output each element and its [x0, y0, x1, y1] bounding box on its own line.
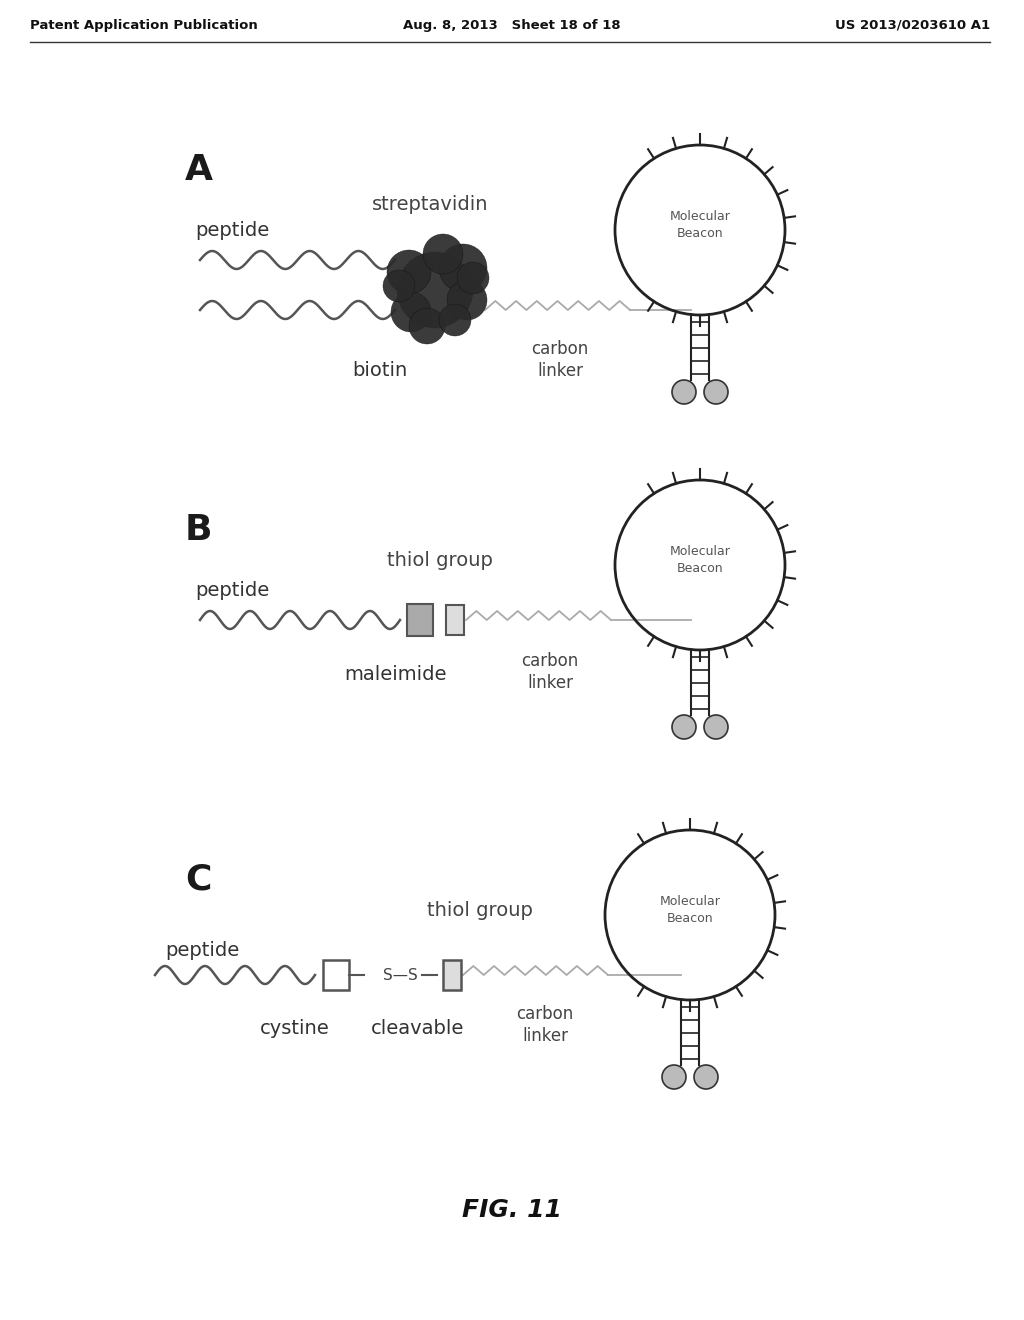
Circle shape: [439, 304, 471, 337]
Bar: [407, 605, 433, 636]
Bar: [323, 960, 349, 990]
Text: B: B: [185, 513, 213, 546]
Text: Molecular
Beacon: Molecular Beacon: [670, 210, 730, 240]
Text: carbon
linker: carbon linker: [521, 652, 579, 692]
Text: peptide: peptide: [165, 940, 240, 960]
Text: Molecular
Beacon: Molecular Beacon: [659, 895, 721, 925]
Circle shape: [672, 715, 696, 739]
Circle shape: [705, 715, 728, 739]
Text: biotin: biotin: [352, 360, 408, 380]
Circle shape: [387, 249, 431, 294]
Text: S—S: S—S: [383, 968, 418, 982]
Text: carbon
linker: carbon linker: [516, 1005, 573, 1045]
Text: maleimide: maleimide: [344, 665, 446, 685]
Text: Aug. 8, 2013   Sheet 18 of 18: Aug. 8, 2013 Sheet 18 of 18: [403, 18, 621, 32]
Circle shape: [409, 308, 445, 345]
Circle shape: [672, 380, 696, 404]
Text: streptavidin: streptavidin: [372, 195, 488, 214]
Circle shape: [694, 1065, 718, 1089]
Text: C: C: [185, 863, 211, 898]
Bar: [443, 960, 461, 990]
Circle shape: [662, 1065, 686, 1089]
Bar: [446, 605, 464, 635]
Circle shape: [383, 271, 415, 302]
Text: cystine: cystine: [260, 1019, 330, 1038]
Text: thiol group: thiol group: [427, 900, 532, 920]
Text: A: A: [185, 153, 213, 187]
Text: peptide: peptide: [195, 581, 269, 599]
Circle shape: [423, 234, 463, 275]
Circle shape: [391, 292, 431, 333]
Circle shape: [457, 261, 489, 294]
Text: peptide: peptide: [195, 220, 269, 239]
Text: carbon
linker: carbon linker: [531, 339, 589, 380]
Text: Molecular
Beacon: Molecular Beacon: [670, 545, 730, 576]
Text: US 2013/0203610 A1: US 2013/0203610 A1: [835, 18, 990, 32]
Text: cleavable: cleavable: [372, 1019, 465, 1038]
Circle shape: [397, 252, 473, 327]
Circle shape: [439, 244, 487, 292]
Circle shape: [447, 280, 487, 319]
Circle shape: [705, 380, 728, 404]
Text: Patent Application Publication: Patent Application Publication: [30, 18, 258, 32]
Text: FIG. 11: FIG. 11: [462, 1199, 562, 1222]
Text: thiol group: thiol group: [387, 550, 493, 569]
